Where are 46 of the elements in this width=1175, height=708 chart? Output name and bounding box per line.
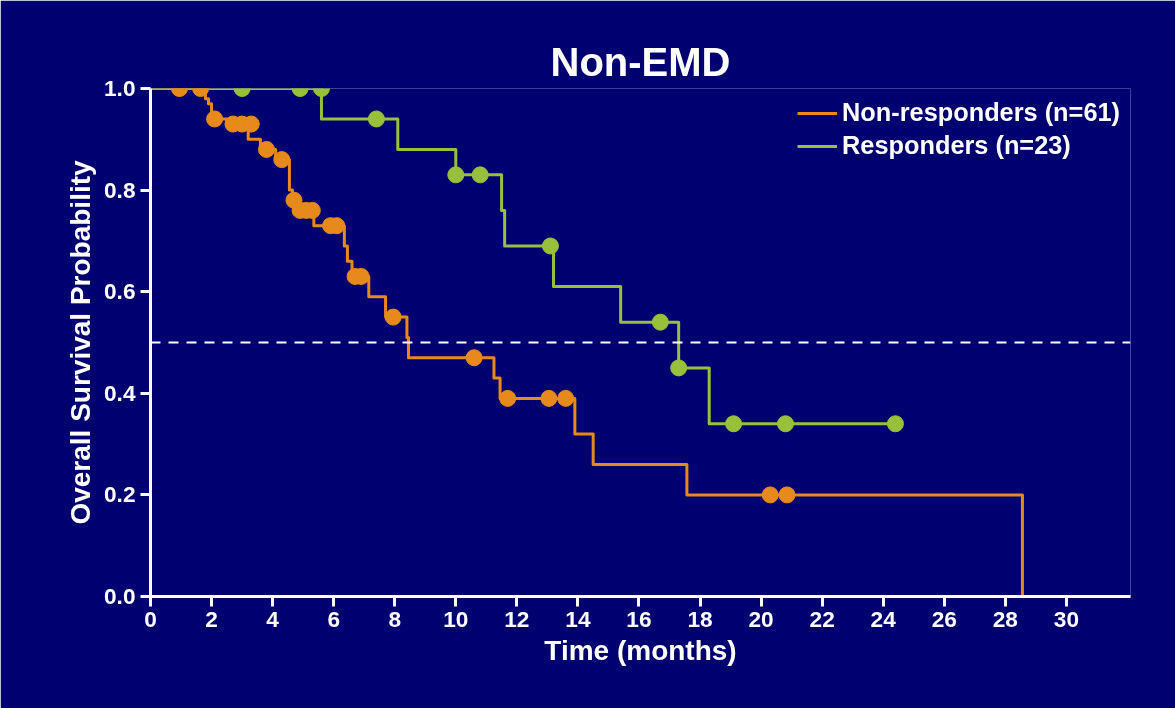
point (670, 359, 688, 377)
y-tick-label: 1.0 (104, 75, 136, 101)
y-tick-label: 0.4 (104, 379, 136, 406)
x-tick-label: 24 (870, 605, 897, 632)
point (761, 486, 779, 504)
x-tick-label: 14 (565, 605, 591, 632)
x-tick-label: 6 (327, 605, 340, 632)
legend-label: Non-responders (n=61) (842, 98, 1120, 127)
y-tick-label: 0.2 (104, 481, 136, 508)
y-tick-label: 0.6 (104, 278, 136, 305)
point (471, 166, 489, 184)
point (447, 166, 465, 184)
x-tick-label: 20 (748, 605, 774, 632)
x-tick-label: 10 (443, 605, 469, 632)
point (725, 415, 743, 433)
chart-title: Non-EMD (550, 39, 731, 84)
x-tick-label: 4 (266, 605, 280, 632)
x-tick-label: 12 (504, 605, 530, 632)
point (384, 308, 402, 326)
x-axis-title: Time (months) (544, 634, 737, 666)
x-tick-label: 2 (205, 605, 218, 632)
y-tick-label: 0.0 (104, 583, 136, 609)
point (499, 389, 517, 407)
point (541, 237, 559, 255)
x-tick-label: 22 (809, 605, 835, 632)
x-tick-label: 8 (388, 605, 402, 632)
point (273, 151, 291, 169)
point (258, 140, 276, 158)
legend-label: Responders (n=23) (842, 131, 1071, 160)
point (465, 349, 483, 367)
point (778, 486, 796, 504)
y-axis-title: Overall Survival Probability (65, 160, 96, 525)
point (651, 313, 669, 331)
x-tick-label: 16 (626, 605, 652, 632)
point (540, 389, 558, 407)
x-tick-label: 30 (1053, 605, 1079, 632)
y-tick-label: 0.8 (104, 176, 136, 203)
point (886, 415, 904, 433)
x-tick-label: 26 (931, 605, 957, 632)
point (557, 389, 575, 407)
point (206, 110, 224, 128)
point (777, 415, 795, 433)
x-tick-label: 18 (687, 605, 713, 632)
x-tick-label: 28 (992, 605, 1018, 632)
point (367, 110, 385, 128)
x-tick-label: 0 (144, 605, 157, 632)
